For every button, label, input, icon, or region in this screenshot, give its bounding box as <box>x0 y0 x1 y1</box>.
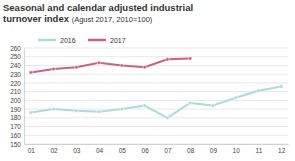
y-tick: 150 <box>10 141 24 148</box>
grid-line <box>24 48 288 49</box>
y-tick-label: 240 <box>10 62 21 69</box>
legend-swatch <box>38 39 56 42</box>
y-tick-label: 170 <box>10 123 21 130</box>
x-tick: 04 <box>96 144 104 154</box>
x-tick: 02 <box>50 144 58 154</box>
marker <box>257 89 261 93</box>
y-tick: 230 <box>10 71 24 78</box>
marker <box>143 65 147 69</box>
legend-item: 2017 <box>88 37 126 44</box>
grid-line <box>24 126 288 127</box>
x-tick-label: 11 <box>256 147 263 154</box>
x-tick: 06 <box>142 144 150 154</box>
y-tick-label: 200 <box>10 97 21 104</box>
x-tick-label: 08 <box>187 147 195 154</box>
legend-item: 2016 <box>38 37 76 44</box>
series-markers <box>29 85 283 120</box>
x-tick-label: 03 <box>73 147 81 154</box>
marker <box>166 116 170 120</box>
marker <box>97 61 101 65</box>
grid-line <box>24 82 288 83</box>
x-tick: 05 <box>119 144 127 154</box>
legend-label: 2017 <box>110 37 126 44</box>
subtitle: (Agust 2017, 2010=100) <box>72 15 153 24</box>
grid-line <box>24 135 288 136</box>
y-tick-label: 250 <box>10 53 21 60</box>
y-tick-label: 180 <box>10 114 21 121</box>
marker <box>120 64 124 68</box>
x-tick: 09 <box>210 144 218 154</box>
legend-swatch <box>88 39 106 42</box>
grid-line <box>24 74 288 75</box>
y-tick: 240 <box>10 62 24 69</box>
marker <box>75 65 79 69</box>
legend-label: 2016 <box>60 37 76 44</box>
plot-area <box>29 57 283 120</box>
y-tick: 250 <box>10 53 24 60</box>
series-markers <box>29 57 192 75</box>
x-tick-label: 07 <box>164 147 172 154</box>
x-tick-label: 02 <box>50 147 58 154</box>
marker <box>120 107 124 111</box>
grid-line <box>24 100 288 101</box>
marker <box>188 101 192 105</box>
y-tick: 260 <box>10 45 24 52</box>
y-tick-label: 260 <box>10 45 21 52</box>
title-block: Seasonal and calendar adjusted industria… <box>3 2 218 25</box>
grid-line <box>24 144 288 145</box>
grid-line <box>24 91 288 92</box>
y-tick: 200 <box>10 97 24 104</box>
y-axis: 150160170180190200210220230240250260 <box>10 45 24 148</box>
marker <box>52 67 56 71</box>
grid-line <box>24 56 288 57</box>
x-tick: 01 <box>28 144 36 154</box>
marker <box>234 96 238 100</box>
marker <box>75 109 79 113</box>
marker <box>166 58 170 62</box>
grid-line <box>24 65 288 66</box>
x-tick: 03 <box>73 144 81 154</box>
y-tick-label: 220 <box>10 79 21 86</box>
y-tick: 160 <box>10 132 24 139</box>
y-tick: 190 <box>10 106 24 113</box>
y-tick-label: 210 <box>10 88 21 95</box>
y-tick-label: 230 <box>10 71 21 78</box>
series-line <box>31 58 190 72</box>
x-axis: 01 02 03 04 05 06 07 08 09 10 11 12 <box>25 144 289 154</box>
marker <box>188 57 192 61</box>
series-line <box>31 86 281 117</box>
x-tick-label: 05 <box>119 147 127 154</box>
x-tick-label: 09 <box>210 147 218 154</box>
legend: 2016 2017 <box>38 37 126 44</box>
x-tick: 08 <box>187 144 195 154</box>
marker <box>97 110 101 114</box>
marker <box>29 111 33 115</box>
x-tick-label: 12 <box>278 147 286 154</box>
x-tick: 12 <box>278 144 286 154</box>
y-tick: 220 <box>10 79 24 86</box>
y-tick-label: 150 <box>10 141 21 148</box>
grid-line <box>24 117 288 118</box>
x-tick: 10 <box>233 144 241 154</box>
x-tick-label: 04 <box>96 147 104 154</box>
y-tick: 170 <box>10 123 24 130</box>
marker <box>211 104 215 108</box>
marker <box>143 104 147 108</box>
x-tick-label: 06 <box>142 147 150 154</box>
y-tick: 210 <box>10 88 24 95</box>
marker <box>52 107 56 111</box>
x-tick-label: 10 <box>233 147 241 154</box>
grid <box>24 48 288 144</box>
y-tick-label: 160 <box>10 132 21 139</box>
y-tick: 180 <box>10 114 24 121</box>
y-tick-label: 190 <box>10 106 21 113</box>
chart: 1501601701801902002102202302402502600102… <box>0 0 295 161</box>
marker <box>279 85 283 89</box>
x-tick: 07 <box>164 144 172 154</box>
x-tick: 11 <box>256 144 263 154</box>
y-axis-line <box>24 49 25 145</box>
marker <box>29 71 33 75</box>
x-tick-label: 01 <box>28 147 36 154</box>
x-axis-line <box>25 144 289 145</box>
